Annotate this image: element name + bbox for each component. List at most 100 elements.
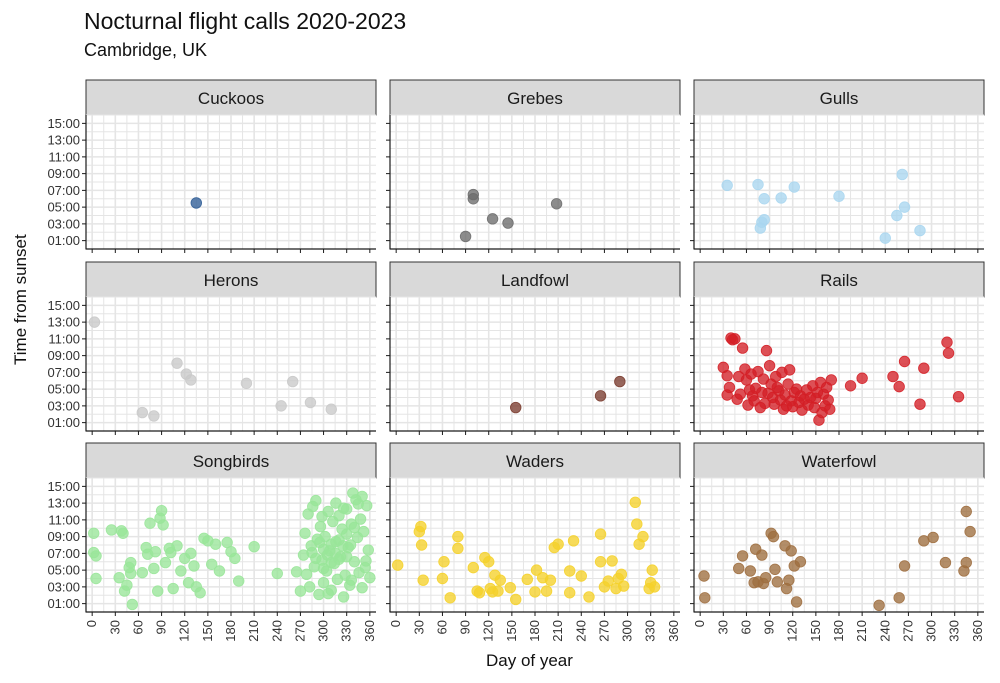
data-point (345, 574, 358, 586)
y-tick-label: 09:00 (47, 529, 80, 544)
data-point (275, 400, 287, 412)
x-tick-label: 240 (877, 620, 892, 642)
y-tick-label: 13:00 (47, 315, 80, 330)
data-point (171, 357, 183, 369)
data-point (767, 530, 780, 543)
x-tick-label: 0 (84, 620, 99, 627)
data-point (699, 592, 711, 604)
y-tick-label: 11:00 (48, 149, 80, 164)
data-point (452, 542, 464, 555)
x-tick-label: 270 (596, 620, 611, 642)
data-point (939, 556, 952, 569)
strip-cuckoos (85, 79, 377, 116)
data-point (306, 546, 318, 559)
data-point (504, 582, 517, 594)
data-point (299, 527, 311, 539)
data-point (190, 197, 202, 209)
y-tick-label: 11:00 (48, 331, 80, 346)
x-tick-label: 180 (831, 620, 846, 642)
strip-waders (389, 442, 681, 479)
x-tick-label: 240 (573, 620, 588, 642)
data-point (175, 565, 187, 577)
data-point (357, 525, 370, 538)
data-point (756, 549, 768, 561)
data-point (873, 599, 885, 612)
data-point (631, 518, 643, 530)
data-point (891, 209, 903, 222)
data-point (893, 380, 905, 393)
data-point (567, 535, 580, 547)
y-tick-label: 05:00 (47, 200, 80, 215)
x-tick-label: 330 (339, 620, 354, 642)
data-point (898, 560, 911, 572)
data-point (758, 213, 770, 226)
data-point (88, 527, 100, 539)
data-point (785, 545, 797, 557)
data-point (333, 534, 345, 546)
data-point (629, 496, 641, 508)
y-tick-label: 15:00 (47, 479, 80, 494)
data-point (783, 574, 795, 586)
data-point (167, 582, 179, 595)
data-point (136, 406, 149, 419)
y-tick-label: 05:00 (47, 382, 80, 397)
data-point (185, 547, 197, 560)
strip-rails (693, 261, 985, 298)
x-tick-label: 90 (762, 620, 777, 634)
data-point (544, 574, 557, 586)
strip-label-waders: Waders (506, 452, 564, 471)
x-tick-label: 210 (246, 620, 261, 642)
data-point (734, 388, 746, 400)
data-point (521, 573, 533, 586)
x-tick-label: 150 (808, 620, 823, 642)
data-point (354, 513, 367, 525)
data-point (744, 565, 757, 577)
data-point (887, 370, 899, 383)
data-point (964, 525, 976, 538)
y-tick-label: 05:00 (47, 563, 80, 578)
data-point (125, 567, 137, 580)
data-point (529, 586, 541, 598)
data-point (856, 372, 868, 384)
x-tick-label: 150 (504, 620, 519, 642)
data-point (417, 574, 429, 586)
panel-waders: Waders 0 30 60 90 120 150 180 210 240 270 300 330 360 (386, 442, 681, 642)
data-point (927, 531, 939, 544)
data-point (893, 592, 905, 604)
x-tick-label: 210 (854, 620, 869, 642)
data-point (148, 562, 160, 575)
x-tick-label: 90 (154, 620, 169, 634)
strip-label-gulls: Gulls (820, 89, 859, 108)
data-point (898, 355, 911, 368)
y-tick-label: 13:00 (47, 133, 80, 148)
data-point (775, 192, 787, 204)
data-point (152, 585, 164, 597)
data-point (317, 576, 330, 589)
data-point (317, 562, 330, 575)
strip-songbirds (85, 442, 377, 479)
x-tick-label: 300 (924, 620, 939, 642)
panel-landfowl: Landfowl (386, 261, 681, 435)
data-point (733, 562, 745, 575)
data-point (452, 530, 464, 543)
data-point (758, 193, 770, 205)
chart-subtitle: Cambridge, UK (84, 40, 208, 60)
panel-waterfowl: Waterfowl 0 30 60 90 120 150 180 210 240 270 300 330… (690, 442, 985, 642)
y-tick-label: 07:00 (47, 183, 80, 198)
data-point (117, 527, 129, 539)
y-tick-label: 09:00 (47, 348, 80, 363)
y-tick-label: 07:00 (47, 546, 80, 561)
data-point (510, 593, 522, 606)
data-point (941, 336, 953, 348)
x-tick-label: 270 (292, 620, 307, 642)
strip-label-songbirds: Songbirds (193, 452, 270, 471)
data-point (952, 390, 965, 403)
y-tick-label: 03:00 (47, 579, 80, 594)
x-axis-label: Day of year (486, 651, 573, 670)
data-point (918, 362, 930, 374)
data-point (444, 592, 456, 604)
x-tick-label: 360 (362, 620, 377, 642)
data-point (960, 556, 972, 569)
x-tick-label: 30 (715, 620, 730, 634)
